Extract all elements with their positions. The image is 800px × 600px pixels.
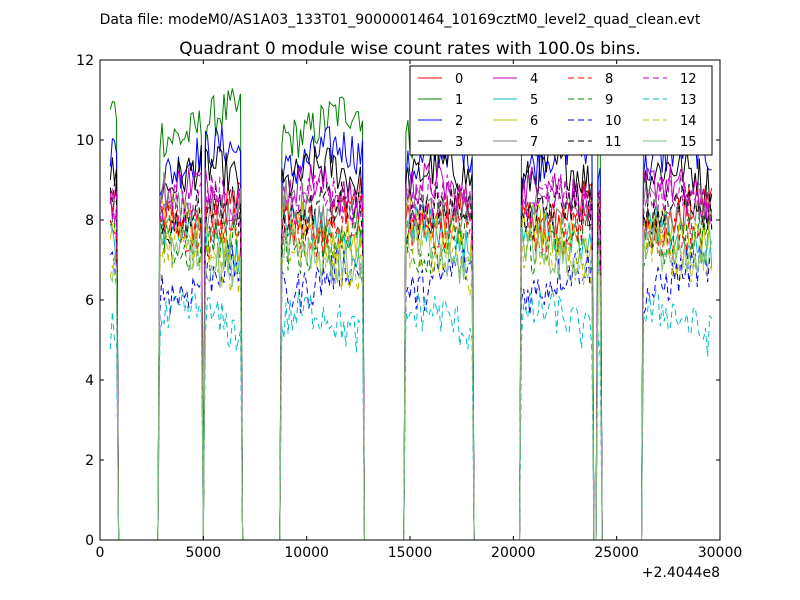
x-tick-label: 15000 — [388, 545, 433, 561]
x-tick-label: 20000 — [491, 545, 536, 561]
chart-title: Quadrant 0 module wise count rates with … — [179, 39, 640, 59]
legend-frame — [409, 65, 713, 156]
legend-label-0: 0 — [455, 72, 463, 87]
y-tick-label: 6 — [85, 293, 94, 309]
legend-label-3: 3 — [455, 135, 463, 150]
series-line-10 — [109, 244, 712, 541]
legend-label-15: 15 — [680, 135, 697, 150]
series-line-14 — [109, 223, 713, 541]
suptitle: Data file: modeM0/AS1A03_133T01_90000014… — [100, 12, 701, 28]
series-line-8 — [109, 193, 713, 541]
y-tick-label: 0 — [85, 533, 94, 549]
series-line-15 — [109, 220, 713, 541]
y-tick-label: 8 — [85, 213, 94, 229]
series-line-13 — [109, 289, 713, 541]
y-tick-label: 2 — [85, 453, 94, 469]
legend-label-1: 1 — [455, 93, 463, 108]
legend-label-4: 4 — [530, 72, 538, 87]
series-line-6 — [109, 193, 712, 541]
x-offset-label: +2.4044e8 — [642, 565, 720, 581]
legend-label-14: 14 — [680, 114, 697, 129]
series-layer — [109, 88, 713, 541]
legend-label-5: 5 — [530, 93, 538, 108]
legend-label-2: 2 — [455, 114, 463, 129]
series-line-0 — [109, 178, 713, 541]
x-tick-label: 0 — [96, 545, 105, 561]
x-tick-label: 30000 — [698, 545, 743, 561]
y-tick-label: 4 — [85, 373, 94, 389]
plot-area: 0 5000 10000 15000 20000 25000 30000 024681012… — [76, 53, 742, 581]
legend-label-11: 11 — [605, 135, 622, 150]
legend-label-13: 13 — [680, 93, 697, 108]
legend-label-12: 12 — [680, 72, 697, 87]
y-tick-label: 10 — [76, 133, 94, 149]
legend-label-6: 6 — [530, 114, 538, 129]
legend-label-9: 9 — [605, 93, 613, 108]
y-tick-label: 12 — [76, 53, 94, 69]
legend-label-7: 7 — [530, 135, 538, 150]
x-tick-label: 25000 — [594, 545, 639, 561]
x-tick-label: 5000 — [186, 545, 222, 561]
series-line-9 — [109, 205, 713, 541]
x-axis: 0 5000 10000 15000 20000 25000 30000 — [96, 60, 743, 561]
series-line-11 — [109, 181, 713, 541]
legend-label-10: 10 — [605, 114, 622, 129]
legend-label-8: 8 — [605, 72, 613, 87]
x-tick-label: 10000 — [284, 545, 329, 561]
